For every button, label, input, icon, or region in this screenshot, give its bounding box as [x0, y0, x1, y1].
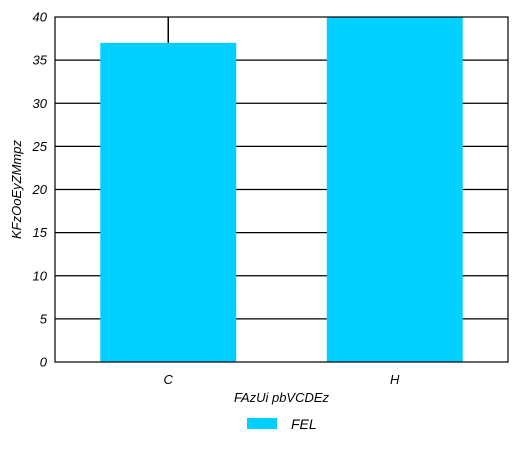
- legend-label-fel: FEL: [291, 416, 317, 432]
- bars: [100, 17, 463, 362]
- y-tick-label-25: 25: [32, 139, 48, 154]
- y-axis-title: KFzOoEyZMmpz: [9, 140, 24, 239]
- y-tick-label-35: 35: [33, 53, 48, 68]
- y-axis-ticks: 0 5 10 15 20 25 30 35 40: [32, 10, 48, 370]
- bar-c: [100, 42, 237, 362]
- y-tick-label-30: 30: [33, 96, 48, 111]
- x-tick-label-h: H: [390, 372, 400, 387]
- legend: FEL: [247, 416, 317, 432]
- x-axis-title: FAzUi pbVCDEz: [234, 390, 330, 405]
- y-tick-label-5: 5: [40, 311, 48, 326]
- x-tick-label-c: C: [164, 372, 174, 387]
- y-tick-label-20: 20: [32, 182, 48, 197]
- y-tick-label-10: 10: [33, 268, 48, 283]
- y-tick-label-40: 40: [33, 10, 48, 25]
- y-tick-label-15: 15: [33, 225, 48, 240]
- plot-frame: [54, 16, 509, 363]
- legend-swatch: [247, 418, 277, 429]
- y-tick-label-0: 0: [40, 355, 48, 370]
- bar-h: [326, 17, 463, 362]
